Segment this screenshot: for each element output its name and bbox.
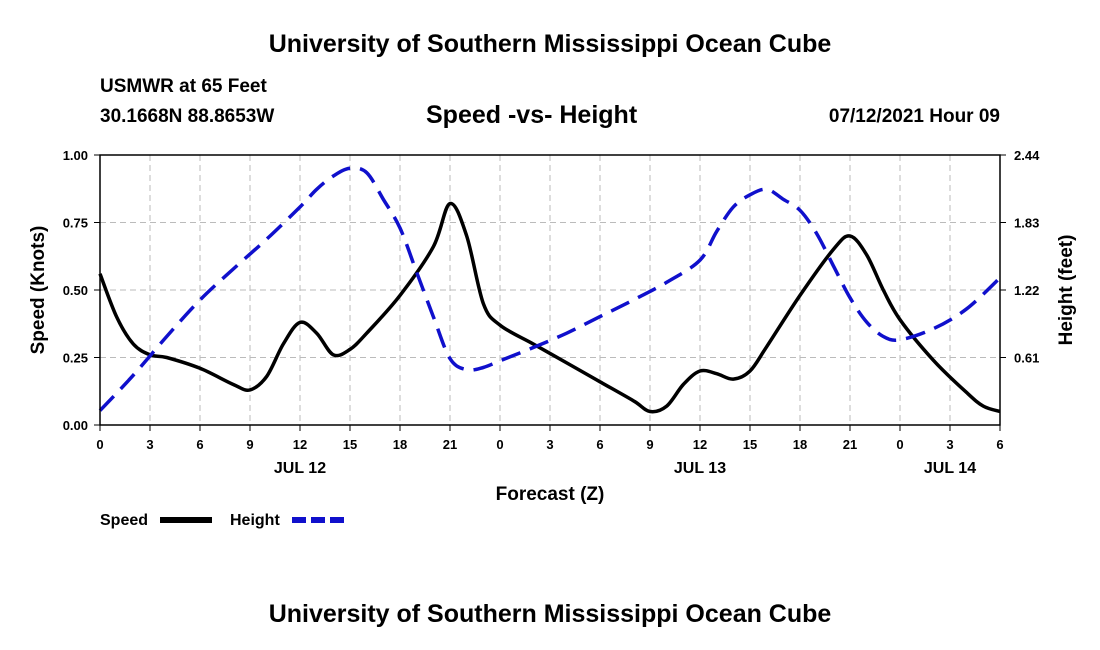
x-tick-label: 0 <box>496 437 503 452</box>
speed-series-line <box>98 201 1001 414</box>
x-tick-label: 0 <box>96 437 103 452</box>
x-tick-label: 9 <box>246 437 253 452</box>
x-tick-label: 12 <box>293 437 307 452</box>
x-date-label: JUL 13 <box>674 460 726 477</box>
x-date-label: JUL 14 <box>924 460 976 477</box>
x-tick-label: 21 <box>843 437 857 452</box>
x-tick-label: 15 <box>743 437 757 452</box>
x-tick-label: 3 <box>546 437 553 452</box>
x-axis-label: Forecast (Z) <box>496 484 605 505</box>
station-coordinates: 30.1668N 88.8653W <box>100 106 275 127</box>
x-tick-label: 3 <box>946 437 953 452</box>
y-left-tick-label: 0.25 <box>63 351 88 366</box>
y-left-tick-label: 1.00 <box>63 148 88 163</box>
x-tick-label: 3 <box>146 437 153 452</box>
y-right-tick-label: 1.22 <box>1014 283 1039 298</box>
x-date-label: JUL 12 <box>274 460 326 477</box>
y-left-tick-label: 0.50 <box>63 283 88 298</box>
y-left-axis-label: Speed (Knots) <box>28 226 49 355</box>
x-tick-label: 21 <box>443 437 457 452</box>
y-right-axis-label: Height (feet) <box>1056 235 1077 346</box>
station-name: USMWR at 65 Feet <box>100 76 267 97</box>
x-tick-label: 12 <box>693 437 707 452</box>
y-right-tick-label: 0.61 <box>1014 351 1039 366</box>
forecast-datetime: 07/12/2021 Hour 09 <box>828 106 1000 127</box>
x-tick-label: 18 <box>793 437 807 452</box>
x-tick-label: 15 <box>343 437 357 452</box>
y-left-tick-label: 0.75 <box>63 216 88 231</box>
y-right-tick-label: 2.44 <box>1014 148 1040 163</box>
y-right-tick-label: 1.83 <box>1014 216 1039 231</box>
legend-label-speed: Speed <box>100 512 148 529</box>
x-tick-label: 6 <box>996 437 1003 452</box>
x-tick-label: 18 <box>393 437 407 452</box>
legend-label-height: Height <box>230 512 280 529</box>
x-tick-label: 6 <box>196 437 203 452</box>
x-tick-label: 0 <box>896 437 903 452</box>
plot-frame <box>99 154 1001 426</box>
y-left-tick-label: 0.00 <box>63 418 88 433</box>
page-title-bottom: University of Southern Mississippi Ocean… <box>268 600 832 628</box>
page-title-top: University of Southern Mississippi Ocean… <box>268 30 832 58</box>
x-tick-label: 9 <box>646 437 653 452</box>
chart-title: Speed -vs- Height <box>426 101 638 129</box>
x-tick-label: 6 <box>596 437 603 452</box>
